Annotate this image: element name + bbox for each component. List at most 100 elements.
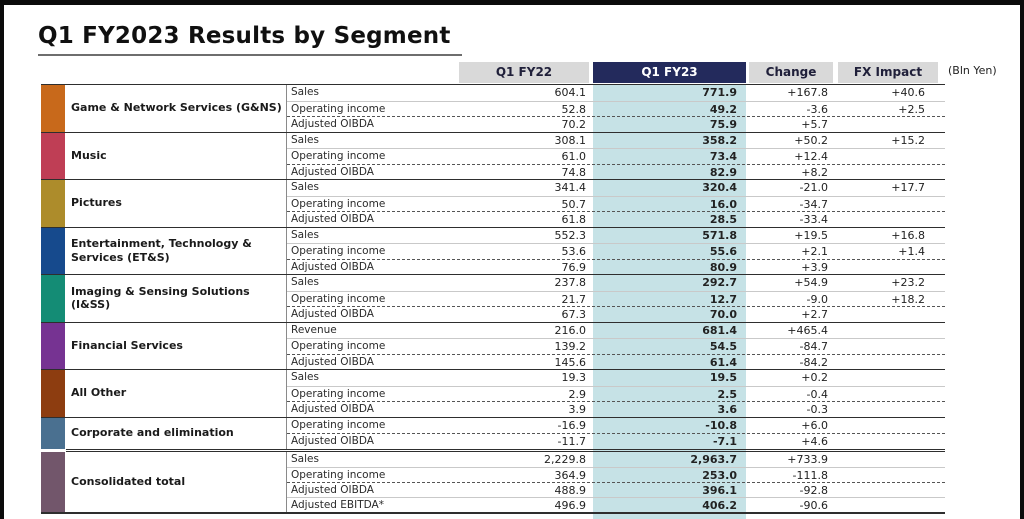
value-change: +5.7 [801, 118, 828, 131]
value-q1fy23: 82.9 [709, 165, 737, 179]
value-q1fy22: -16.9 [557, 418, 586, 432]
value-fx-impact [830, 452, 927, 467]
metric-label: Adjusted OIBDA [291, 483, 374, 496]
value-change: +4.6 [801, 435, 828, 448]
value-change: -90.6 [799, 498, 828, 512]
segment-rows: Sales 19.3 19.5 +0.2 Operating income 2.9 2.5 -… [286, 370, 945, 417]
metric-row: Adjusted EBITDA* 496.9 406.2 -90.6 [287, 496, 945, 512]
segment-group: Financial Services Revenue 216.0 681.4 +465.… [41, 321, 945, 370]
metric-row: Operating income 139.2 54.5 -84.7 [287, 338, 945, 354]
unit-note: (Bln Yen) [948, 64, 997, 77]
metric-label: Operating income [291, 102, 386, 115]
value-q1fy23: 16.0 [709, 197, 737, 211]
value-q1fy23: 28.5 [709, 213, 737, 226]
value-q1fy23: 55.6 [709, 245, 737, 258]
metric-label: Sales [291, 86, 319, 98]
value-fx-impact [830, 434, 927, 449]
value-q1fy22: 552.3 [554, 228, 587, 242]
metric-row: Adjusted OIBDA 3.9 3.6 -0.3 [287, 401, 945, 417]
metric-row: Adjusted OIBDA 74.8 82.9 +8.2 [287, 163, 945, 180]
value-fx-impact [830, 197, 927, 212]
value-change: +2.1 [801, 245, 828, 258]
metric-label: Operating income [291, 418, 386, 431]
metric-row: Operating income 21.7 12.7 -9.0 +18.2 [287, 290, 945, 307]
segment-name: Entertainment, Technology & Services (ET… [71, 237, 252, 264]
value-q1fy23: 2.5 [717, 387, 738, 401]
value-q1fy22: 70.2 [561, 118, 587, 131]
column-header-fx-impact: FX Impact [838, 62, 938, 83]
metric-row: Adjusted OIBDA 145.6 61.4 -84.2 [287, 353, 945, 370]
metric-row: Sales 341.4 320.4 -21.0 +17.7 [287, 180, 945, 196]
value-change: -34.7 [799, 197, 828, 211]
value-q1fy22: 53.6 [561, 245, 587, 258]
segment-rows: Revenue 216.0 681.4 +465.4 Operating income 1… [286, 322, 945, 370]
segment-rows: Sales 552.3 571.8 +19.5 +16.8 Operating incom… [286, 227, 945, 275]
value-fx-impact [830, 260, 927, 275]
value-q1fy23: -7.1 [712, 435, 737, 448]
value-q1fy23: 12.7 [709, 292, 737, 306]
metric-label: Adjusted OIBDA [291, 118, 374, 130]
double-line-separator [66, 448, 945, 452]
value-q1fy22: 61.8 [561, 213, 587, 226]
value-q1fy22: 341.4 [554, 181, 587, 194]
value-change: -21.0 [799, 181, 828, 194]
value-q1fy22: 3.9 [568, 403, 587, 416]
value-change: -84.2 [799, 355, 828, 369]
value-q1fy23: -10.8 [705, 418, 737, 432]
metric-label: Adjusted OIBDA [291, 165, 374, 178]
fy23-highlight-column [593, 84, 746, 519]
value-q1fy23: 406.2 [702, 498, 737, 512]
metric-label: Sales [291, 181, 319, 193]
column-header-q1fy22: Q1 FY22 [459, 62, 589, 83]
metric-label: Adjusted OIBDA [291, 355, 374, 368]
value-q1fy23: 396.1 [702, 483, 737, 497]
value-q1fy22: 364.9 [554, 468, 587, 482]
segment-color-bar [41, 132, 65, 179]
value-change: +8.2 [801, 165, 828, 179]
segment-rows: Sales 341.4 320.4 -21.0 +17.7 Operating incom… [286, 180, 945, 227]
value-change: -0.4 [806, 387, 828, 401]
value-fx-impact [830, 339, 927, 354]
metric-row: Operating income 52.8 49.2 -3.6 +2.5 [287, 100, 945, 117]
segment-rows: Sales 237.8 292.7 +54.9 +23.2 Operating incom… [286, 275, 945, 322]
value-q1fy23: 49.2 [709, 102, 737, 116]
value-q1fy23: 253.0 [702, 468, 737, 482]
value-change: -84.7 [799, 340, 828, 353]
metric-row: Operating income -16.9 -10.8 +6.0 [287, 418, 945, 434]
metric-row: Sales 19.3 19.5 +0.2 [287, 370, 945, 386]
value-fx-impact: +15.2 [891, 133, 925, 147]
value-fx-impact [830, 212, 927, 227]
metric-row: Sales 2,229.8 2,963.7 +733.9 [287, 452, 945, 467]
metric-label: Operating income [291, 468, 386, 481]
value-q1fy22: 139.2 [554, 340, 587, 353]
value-fx-impact [830, 370, 927, 386]
value-fx-impact [830, 468, 927, 482]
value-change: +3.9 [801, 260, 828, 274]
value-fx-impact: +2.5 [898, 102, 925, 116]
value-change: +733.9 [787, 452, 828, 466]
metric-row: Sales 308.1 358.2 +50.2 +15.2 [287, 133, 945, 149]
value-q1fy22: 216.0 [554, 323, 587, 337]
value-change: +54.9 [794, 276, 828, 289]
value-q1fy22: 308.1 [554, 133, 587, 147]
metric-row: Revenue 216.0 681.4 +465.4 [287, 323, 945, 339]
metric-label: Operating income [291, 340, 386, 352]
value-fx-impact [830, 149, 927, 164]
value-change: -3.6 [806, 102, 828, 116]
value-fx-impact [830, 387, 927, 402]
value-fx-impact [830, 355, 927, 370]
segment-color-bar [41, 322, 65, 369]
metric-row: Operating income 50.7 16.0 -34.7 [287, 195, 945, 212]
segment-color-bar [41, 275, 65, 322]
metric-label: Operating income [291, 245, 386, 257]
metric-row: Adjusted OIBDA 488.9 396.1 -92.8 [287, 481, 945, 497]
column-header-q1fy23: Q1 FY23 [593, 62, 746, 83]
value-fx-impact [830, 498, 927, 512]
segment-name: All Other [71, 386, 127, 400]
value-fx-impact: +23.2 [891, 276, 925, 289]
value-q1fy23: 19.5 [709, 371, 737, 384]
metric-row: Adjusted OIBDA 70.2 75.9 +5.7 [287, 116, 945, 132]
segment-name: Imaging & Sensing Solutions (I&SS) [71, 284, 250, 312]
metric-row: Sales 604.1 771.9 +167.8 +40.6 [287, 85, 945, 101]
segment-color-bar [41, 417, 65, 449]
